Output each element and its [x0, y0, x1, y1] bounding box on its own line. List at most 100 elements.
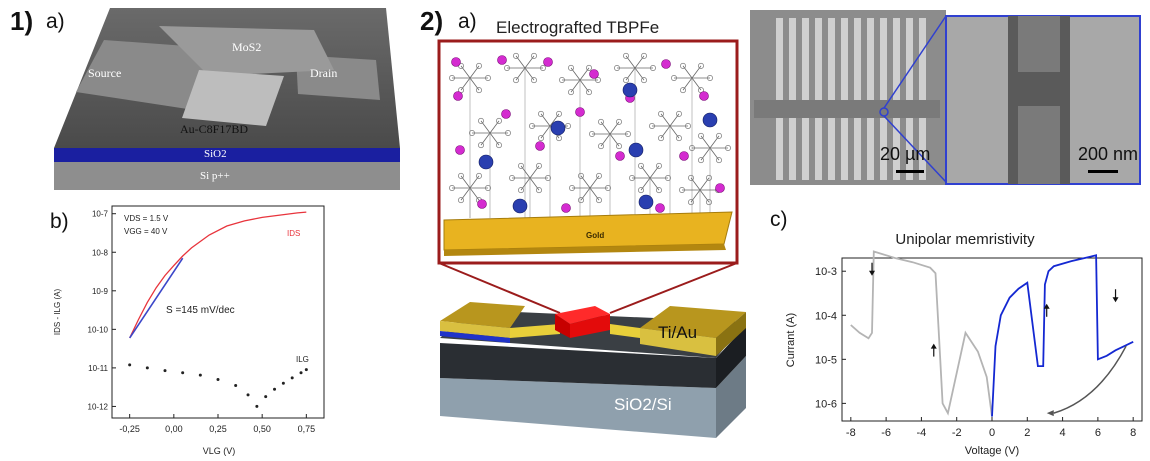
si-label: Si p++: [200, 170, 230, 182]
molecule-device-schematic: Gold Ti/Au SiO2/Si: [437, 39, 746, 438]
molecule-ring: [596, 197, 602, 204]
molecule-ring: [531, 52, 537, 59]
top-finger: [867, 18, 874, 106]
molecule-ring: [698, 157, 704, 164]
molecule-ring: [538, 110, 544, 117]
anion-ion: [497, 55, 507, 65]
direction-arrow-head: [930, 343, 937, 349]
sio2-layer: [54, 148, 400, 162]
chart1-ytick-label: 10-10: [88, 325, 109, 334]
molecule-ring: [716, 132, 722, 139]
molecule-ring: [478, 142, 484, 149]
anion-ion: [561, 203, 571, 213]
chart2-xtick-label: -2: [952, 427, 962, 439]
source-label: Source: [88, 66, 122, 80]
tiau-label: Ti/Au: [658, 323, 697, 342]
si-base-side: [716, 356, 746, 438]
chart2-title: Unipolar memristivity: [895, 231, 1035, 248]
molecule-ring: [504, 65, 510, 71]
molecule-ring: [509, 175, 515, 181]
top-finger: [776, 18, 783, 106]
ilg-series-label: ILG: [296, 355, 309, 364]
molecule-ring: [676, 135, 682, 142]
ids-line: [129, 211, 307, 339]
anion-ion: [451, 57, 461, 67]
chart1-ytick-label: 10-11: [88, 364, 108, 373]
chart1-xtick-label: 0,50: [253, 424, 271, 434]
au-label: Au-C8F17BD: [180, 122, 249, 136]
panel-1a-label: a): [46, 10, 65, 33]
ilg-point: [299, 371, 303, 375]
molecule-ring: [656, 162, 662, 169]
molecule-ring: [556, 110, 562, 117]
fit-line: [129, 257, 184, 339]
molecule-ring: [706, 199, 712, 206]
molecule-ring: [505, 130, 511, 136]
molecule-ring: [545, 175, 551, 181]
right-electrode-top: [640, 306, 746, 338]
chart2-xtick-label: -8: [846, 427, 856, 439]
ilg-point: [234, 383, 238, 387]
bottom-finger: [789, 118, 796, 180]
chart2-xtick-label: 0: [989, 427, 995, 439]
nanogap-bottom-electrode: [1018, 106, 1060, 184]
cation-ion: [478, 154, 494, 170]
bottom-finger: [854, 118, 861, 180]
molecule-ring: [680, 62, 686, 69]
legend-vgg: VGG = 40 V: [124, 227, 168, 236]
source-electrode: [76, 40, 214, 110]
molecule-ring: [665, 175, 671, 181]
ilg-point: [145, 366, 149, 370]
chart1-xlabel: VLG (V): [203, 446, 236, 456]
molecule-ring: [513, 52, 519, 59]
chart2-ytick-label: 10-3: [815, 266, 837, 278]
device-stack: [440, 302, 746, 438]
chart2-xtick-label: -6: [881, 427, 891, 439]
zoom-connector-bottom: [883, 115, 947, 183]
molecule-ring: [679, 187, 685, 193]
mos2-flake: [159, 26, 334, 76]
direction-arrow-head: [869, 270, 875, 276]
molecule-ring: [496, 142, 502, 149]
anion-ion: [615, 151, 625, 161]
zoom-line-left: [438, 262, 561, 314]
ilg-point: [181, 371, 185, 375]
molecule-ring: [676, 110, 682, 117]
bottom-finger: [906, 118, 913, 180]
molecule-ring: [559, 77, 565, 83]
chart2-xtick-label: -4: [917, 427, 927, 439]
molecule-ring: [595, 77, 601, 83]
gold-label: Gold: [586, 231, 604, 240]
molecule-ring: [513, 77, 519, 84]
sio2-label: SiO2: [204, 148, 227, 160]
cation-ion: [512, 198, 528, 214]
panel-2-number: 2): [420, 6, 444, 36]
ilg-point: [246, 393, 250, 397]
anion-ion: [477, 199, 487, 209]
ilg-point: [128, 363, 132, 367]
molecule-ring: [569, 185, 575, 191]
anion-ion: [715, 183, 725, 193]
anion-ion: [589, 69, 599, 79]
anion-ion: [699, 91, 709, 101]
molecule-ring: [578, 172, 584, 179]
molecule-ring: [538, 135, 544, 142]
molecule-ring: [656, 187, 662, 194]
molecule-ring: [605, 185, 611, 191]
anion-ion: [453, 91, 463, 101]
chart2-xtick-label: 6: [1095, 427, 1101, 439]
panel-1b-label: b): [50, 210, 69, 233]
center-gap-region: [754, 100, 940, 118]
molecule-ring: [616, 143, 622, 150]
scale-label-2: 200 nm: [1078, 144, 1139, 164]
molecule-ring: [598, 118, 604, 125]
molecule-ring: [638, 162, 644, 169]
top-finger: [841, 18, 848, 106]
molecule-ring: [625, 131, 631, 137]
return-arrow-head: [1046, 410, 1054, 417]
bottom-finger: [867, 118, 874, 180]
right-electrode-front: [640, 328, 716, 356]
molecule-ring: [531, 77, 537, 84]
molecule-ring: [650, 65, 656, 71]
mid-electrode-yellow: [510, 324, 560, 338]
